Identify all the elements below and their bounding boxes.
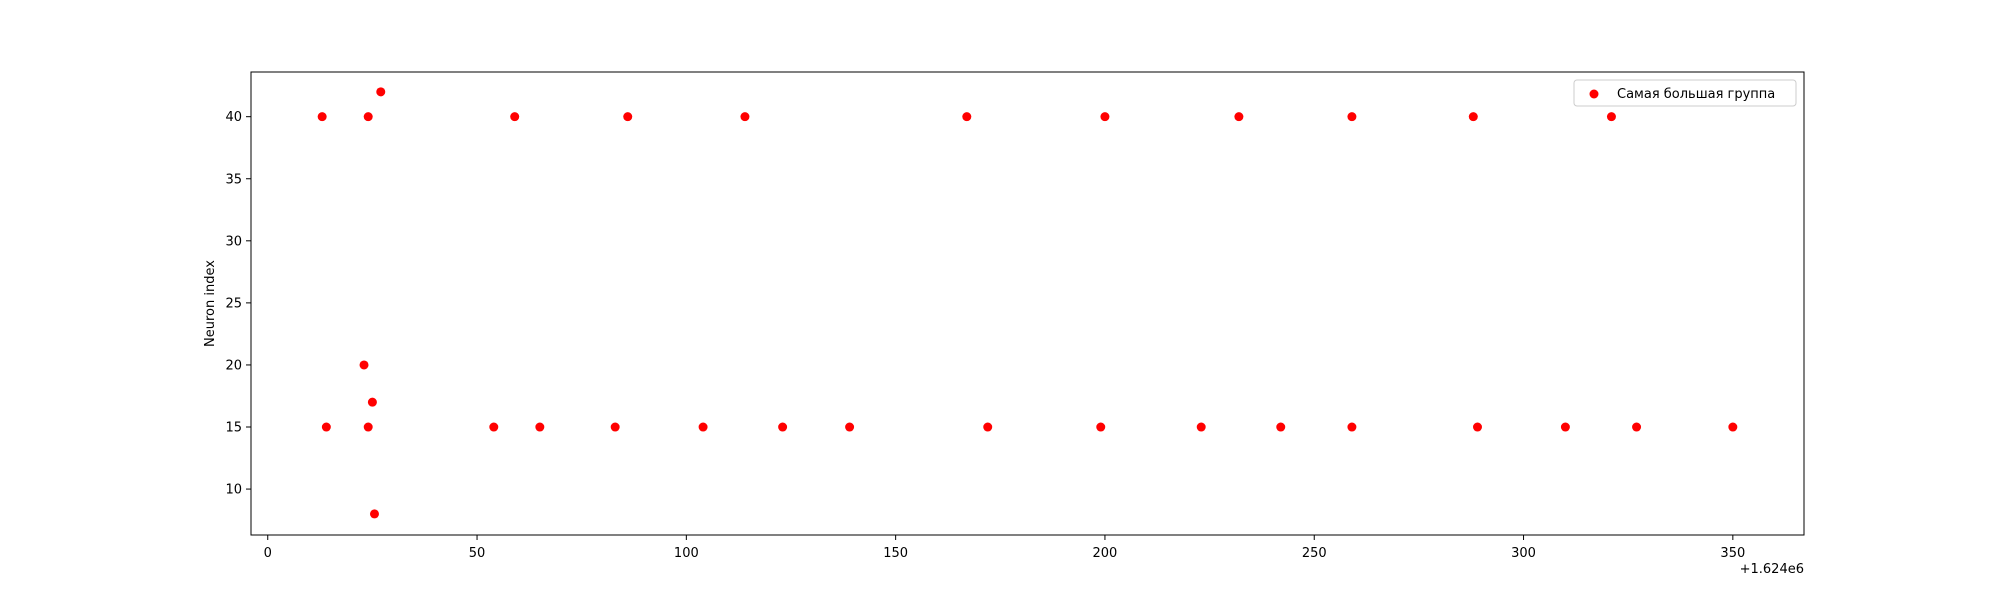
x-tick-label: 300 xyxy=(1511,546,1536,561)
data-point xyxy=(367,397,377,407)
legend: Самая большая группа xyxy=(1573,79,1797,107)
data-point xyxy=(698,422,708,432)
legend-box xyxy=(1573,79,1797,107)
data-point xyxy=(962,112,972,122)
data-point xyxy=(740,112,750,122)
data-point xyxy=(363,422,373,432)
data-point xyxy=(317,112,327,122)
data-point xyxy=(510,112,520,122)
x-tick-label: 350 xyxy=(1720,546,1745,561)
y-tick-label: 40 xyxy=(225,110,242,125)
data-point xyxy=(1468,112,1478,122)
data-point xyxy=(321,422,331,432)
data-point xyxy=(778,422,788,432)
plot-area-frame xyxy=(250,71,1805,536)
data-point xyxy=(1472,422,1482,432)
axis-ticks: 0 50 100 150 200 250 300 350 10 15 20 25 30 35 40 xyxy=(225,110,1745,561)
y-tick-label: 20 xyxy=(225,358,242,373)
x-tick-label: 150 xyxy=(883,546,908,561)
data-point xyxy=(535,422,545,432)
data-points xyxy=(317,87,1738,519)
y-tick-label: 15 xyxy=(225,421,242,436)
data-point xyxy=(359,360,369,370)
data-point xyxy=(363,112,373,122)
legend-entry-label: Самая большая группа xyxy=(1617,87,1775,102)
y-tick-label: 35 xyxy=(225,172,242,187)
data-point xyxy=(1096,422,1106,432)
x-axis-offset-label: +1.624e6 xyxy=(1740,562,1804,577)
y-tick-label: 10 xyxy=(225,483,242,498)
x-tick-label: 200 xyxy=(1093,546,1118,561)
data-point xyxy=(1347,422,1357,432)
x-tick-label: 50 xyxy=(469,546,486,561)
x-tick-label: 250 xyxy=(1302,546,1327,561)
data-point xyxy=(610,422,620,432)
legend-marker xyxy=(1589,89,1599,99)
data-point xyxy=(369,509,379,519)
data-point xyxy=(983,422,993,432)
data-point xyxy=(1728,422,1738,432)
data-point xyxy=(1347,112,1357,122)
y-tick-label: 30 xyxy=(225,234,242,249)
y-axis-label: Neuron index xyxy=(203,260,218,347)
data-point xyxy=(1234,112,1244,122)
data-point xyxy=(1100,112,1110,122)
data-point xyxy=(489,422,499,432)
x-tick-label: 100 xyxy=(674,546,699,561)
data-point xyxy=(1606,112,1616,122)
x-tick-label: 0 xyxy=(264,546,272,561)
data-point xyxy=(845,422,855,432)
data-point xyxy=(1560,422,1570,432)
data-point xyxy=(1196,422,1206,432)
data-point xyxy=(1632,422,1642,432)
data-point xyxy=(376,87,386,97)
data-point xyxy=(1276,422,1286,432)
data-point xyxy=(623,112,633,122)
y-tick-label: 25 xyxy=(225,296,242,311)
